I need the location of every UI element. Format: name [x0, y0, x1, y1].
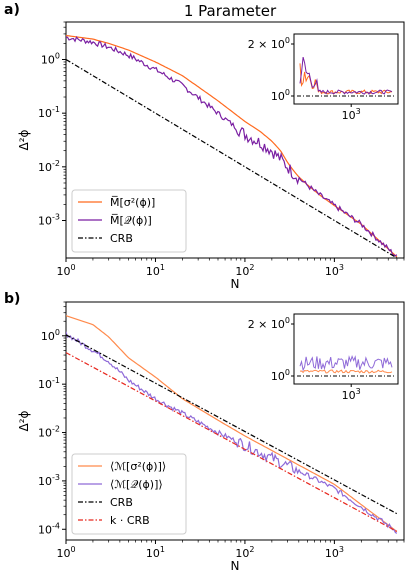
legend: M̅[σ²(ϕ)] M̅[𝒬(ϕ)] CRB [71, 189, 187, 253]
y-tick-label: 10-3 [38, 212, 60, 227]
y-axis-label: Δ²ϕ [17, 129, 31, 150]
inset-y-tick-label: 2 × 100 [248, 316, 290, 331]
x-tick-label: 101 [146, 263, 165, 278]
series-line-1 [66, 331, 398, 534]
inset-y-tick-label: 2 × 100 [248, 36, 290, 51]
y-tick-label: 100 [41, 328, 60, 343]
x-tick-label: 100 [56, 545, 75, 560]
x-tick-label: 103 [325, 545, 344, 560]
legend-label: CRB [110, 232, 133, 245]
legend-label: CRB [110, 496, 133, 509]
y-axis-label: Δ²ϕ [17, 410, 31, 431]
plot-frame [65, 21, 405, 259]
y-tick-label: 10-2 [38, 159, 60, 174]
inset: 2 × 100 100 103 [248, 313, 399, 402]
series-line-0 [66, 315, 398, 532]
series-line-2 [66, 58, 398, 258]
legend-label: k · CRB [110, 514, 150, 527]
legend-label: ⟨ℳ[𝒬(ϕ)]⟩ [110, 478, 163, 491]
inset-series-line [299, 369, 393, 374]
panel-b: b) 100 101 102 103 100 10-1 10-2 10-3 10-4 N Δ²ϕ ⟨ℳ[… [4, 291, 405, 573]
x-tick-label: 102 [235, 545, 254, 560]
legend-box [71, 189, 187, 253]
inset-frame [293, 313, 399, 385]
x-tick-label: 103 [325, 263, 344, 278]
y-tick-label: 10-4 [38, 521, 60, 536]
inset-series-line [299, 355, 393, 372]
y-tick-label: 10-1 [38, 105, 60, 120]
inset: 2 × 100 100 103 [248, 33, 399, 122]
y-tick-label: 10-1 [38, 376, 60, 391]
panel-label: a) [4, 2, 20, 18]
y-tick-label: 10-2 [38, 425, 60, 440]
inset-y-tick-label: 100 [271, 88, 290, 103]
series-group [66, 34, 398, 258]
panel-label: b) [4, 291, 20, 307]
plot-frame [65, 301, 405, 541]
x-axis-label: N [231, 559, 240, 573]
x-axis-label: N [231, 277, 240, 291]
x-tick-label: 101 [146, 545, 165, 560]
legend-label: M̅[𝒬(ϕ)] [110, 214, 152, 227]
series-line-1 [66, 36, 398, 257]
inset-series-line [299, 56, 393, 95]
figure-title: 1 Parameter [184, 2, 277, 20]
panel-a: a) 100 101 102 103 100 10-1 10-2 10-3 N Δ²ϕ M̅[σ²(ϕ… [4, 2, 405, 291]
series-group [66, 315, 398, 534]
legend-box [71, 453, 187, 535]
x-tick-label: 102 [235, 263, 254, 278]
inset-x-tick-label: 103 [342, 387, 361, 402]
y-tick-label: 100 [41, 52, 60, 67]
legend: ⟨ℳ[σ²(ϕ)]⟩ ⟨ℳ[𝒬(ϕ)]⟩ CRB k · CRB [71, 453, 187, 535]
y-tick-label: 10-3 [38, 473, 60, 488]
legend-label: ⟨ℳ[σ²(ϕ)]⟩ [110, 460, 166, 473]
legend-label: M̅[σ²(ϕ)] [110, 196, 155, 209]
x-tick-label: 100 [56, 263, 75, 278]
inset-x-tick-label: 103 [342, 107, 361, 122]
inset-y-tick-label: 100 [271, 368, 290, 383]
